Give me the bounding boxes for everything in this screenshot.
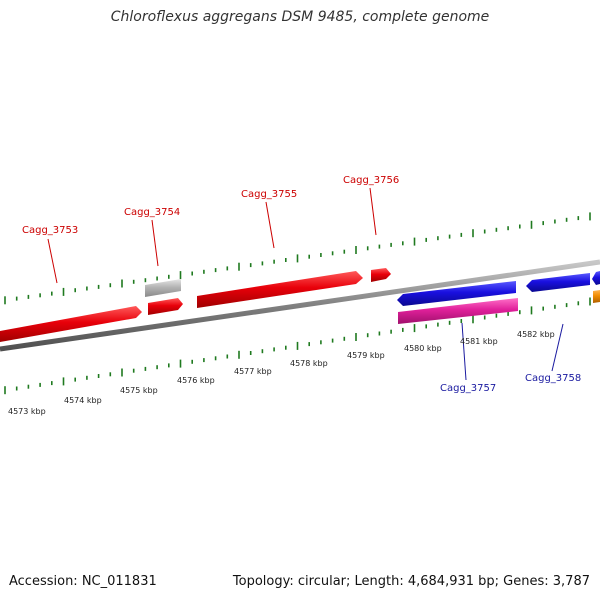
scale-label-4576: 4576 kbp (177, 376, 215, 385)
gene-label-cagg-3757[interactable]: Cagg_3757 (440, 383, 496, 394)
leader-line-cagg-3755 (265, 201, 275, 249)
scale-label-4580: 4580 kbp (404, 344, 442, 353)
scale-label-4581: 4581 kbp (460, 337, 498, 346)
gene-arrow-cagg-3758[interactable] (526, 273, 590, 292)
scale-label-4575: 4575 kbp (120, 386, 158, 395)
gene-arrow-cagg-3757[interactable] (397, 281, 516, 306)
leader-line-cagg-3758 (551, 323, 564, 372)
gene-label-cagg-3753[interactable]: Cagg_3753 (22, 225, 78, 236)
leader-line-cagg-3753 (47, 238, 58, 284)
gene-block-pink[interactable] (398, 298, 518, 324)
scale-label-4573: 4573 kbp (8, 407, 46, 416)
gene-arrow-cagg-3755[interactable] (197, 271, 363, 308)
lower-tick-track (4, 297, 591, 395)
genome-backbone (0, 259, 600, 352)
gene-block-orange[interactable] (593, 290, 600, 303)
scale-label-4578: 4578 kbp (290, 359, 328, 368)
genome-summary-text: Topology: circular; Length: 4,684,931 bp… (232, 574, 590, 589)
scale-label-4582: 4582 kbp (517, 330, 555, 339)
gene-label-cagg-3755[interactable]: Cagg_3755 (241, 189, 297, 200)
scale-label-4579: 4579 kbp (347, 351, 385, 360)
scale-label-4577: 4577 kbp (234, 367, 272, 376)
upper-tick-track (4, 212, 591, 305)
leader-line-cagg-3756 (369, 187, 377, 236)
leader-line-cagg-3757 (461, 322, 467, 381)
gene-arrow-cagg-3752[interactable] (0, 306, 142, 342)
gene-label-cagg-3756[interactable]: Cagg_3756 (343, 175, 399, 186)
gene-label-cagg-3754[interactable]: Cagg_3754 (124, 207, 180, 218)
gene-label-cagg-3758[interactable]: Cagg_3758 (525, 373, 581, 384)
gene-arrow-cagg-3756[interactable] (371, 268, 391, 282)
gene-arrow-edge-blue[interactable] (592, 271, 600, 285)
gene-block-grey[interactable] (145, 279, 181, 297)
scale-label-4574: 4574 kbp (64, 396, 102, 405)
gene-arrow-cagg-3754[interactable] (148, 298, 183, 315)
map-title: Chloroflexus aggregans DSM 9485, complet… (110, 9, 490, 25)
accession-text: Accession: NC_011831 (9, 574, 157, 589)
leader-line-cagg-3754 (151, 219, 159, 267)
